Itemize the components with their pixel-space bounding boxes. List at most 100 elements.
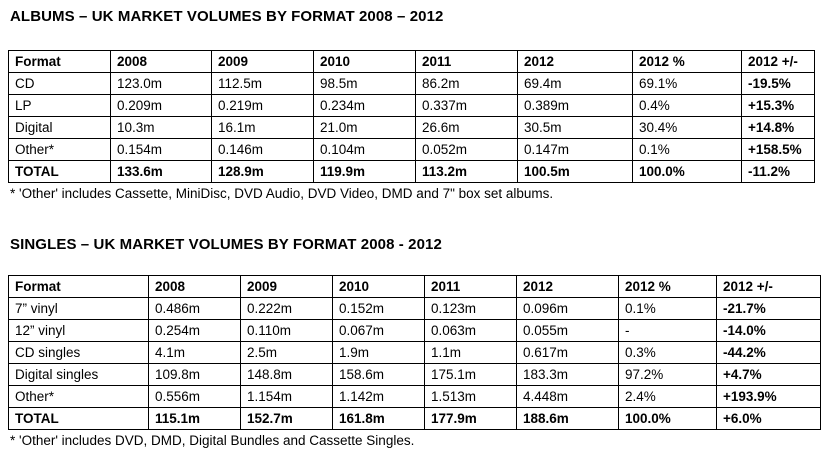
value-cell: 0.209m — [110, 94, 212, 117]
value-cell: 4.448m — [516, 385, 619, 408]
singles-title: SINGLES – UK MARKET VOLUMES BY FORMAT 20… — [10, 236, 442, 253]
value-cell: 0.254m — [148, 319, 241, 342]
format-cell: Digital singles — [8, 363, 149, 386]
value-cell: 86.2m — [415, 72, 518, 95]
column-header: 2010 — [313, 50, 416, 73]
value-cell: 0.617m — [516, 341, 619, 364]
value-cell: 30.5m — [517, 116, 633, 139]
column-header: 2011 — [424, 275, 517, 298]
singles-table: Format 2008 2009 2010 2011 2012 2012 % 2… — [8, 275, 821, 430]
value-cell: 0.222m — [240, 297, 333, 320]
value-cell: 115.1m — [148, 407, 241, 430]
column-header: 2010 — [332, 275, 425, 298]
value-cell: 0.337m — [415, 94, 518, 117]
column-header: 2012 — [516, 275, 619, 298]
share-cell: 100.0% — [618, 407, 717, 430]
value-cell: 109.8m — [148, 363, 241, 386]
change-cell: +6.0% — [716, 407, 821, 430]
value-cell: 0.104m — [313, 138, 416, 161]
value-cell: 119.9m — [313, 160, 416, 183]
albums-footnote: * 'Other' includes Cassette, MiniDisc, D… — [10, 186, 554, 201]
value-cell: 0.096m — [516, 297, 619, 320]
value-cell: 0.152m — [332, 297, 425, 320]
value-cell: 0.219m — [211, 94, 314, 117]
value-cell: 175.1m — [424, 363, 517, 386]
value-cell: 69.4m — [517, 72, 633, 95]
share-cell: 0.1% — [618, 297, 717, 320]
value-cell: 0.147m — [517, 138, 633, 161]
column-header: 2012 +/- — [741, 50, 815, 73]
value-cell: 0.067m — [332, 319, 425, 342]
value-cell: 188.6m — [516, 407, 619, 430]
value-cell: 152.7m — [240, 407, 333, 430]
value-cell: 26.6m — [415, 116, 518, 139]
table-row: LP 0.209m 0.219m 0.234m 0.337m 0.389m 0.… — [8, 94, 815, 117]
table-row: CD singles 4.1m 2.5m 1.9m 1.1m 0.617m 0.… — [8, 341, 821, 364]
value-cell: 1.142m — [332, 385, 425, 408]
value-cell: 0.154m — [110, 138, 212, 161]
value-cell: 0.556m — [148, 385, 241, 408]
format-cell: 12” vinyl — [8, 319, 149, 342]
change-cell: -44.2% — [716, 341, 821, 364]
share-cell: 0.1% — [632, 138, 742, 161]
change-cell: +193.9% — [716, 385, 821, 408]
value-cell: 161.8m — [332, 407, 425, 430]
table-row: Other* 0.154m 0.146m 0.104m 0.052m 0.147… — [8, 138, 815, 161]
share-cell: 0.3% — [618, 341, 717, 364]
column-header: 2008 — [148, 275, 241, 298]
value-cell: 1.1m — [424, 341, 517, 364]
change-cell: +14.8% — [741, 116, 815, 139]
column-header: 2008 — [110, 50, 212, 73]
value-cell: 1.9m — [332, 341, 425, 364]
format-cell: TOTAL — [8, 160, 111, 183]
format-cell: Other* — [8, 385, 149, 408]
value-cell: 177.9m — [424, 407, 517, 430]
value-cell: 1.154m — [240, 385, 333, 408]
value-cell: 0.052m — [415, 138, 518, 161]
column-header: 2012 % — [618, 275, 717, 298]
column-header: 2012 % — [632, 50, 742, 73]
format-cell: CD — [8, 72, 111, 95]
value-cell: 158.6m — [332, 363, 425, 386]
value-cell: 183.3m — [516, 363, 619, 386]
value-cell: 1.513m — [424, 385, 517, 408]
change-cell: +158.5% — [741, 138, 815, 161]
value-cell: 21.0m — [313, 116, 416, 139]
column-header: Format — [8, 50, 111, 73]
share-cell: 30.4% — [632, 116, 742, 139]
share-cell: 100.0% — [632, 160, 742, 183]
value-cell: 133.6m — [110, 160, 212, 183]
change-cell: -21.7% — [716, 297, 821, 320]
value-cell: 2.5m — [240, 341, 333, 364]
value-cell: 0.146m — [211, 138, 314, 161]
singles-header-row: Format 2008 2009 2010 2011 2012 2012 % 2… — [8, 275, 821, 298]
column-header: 2012 +/- — [716, 275, 821, 298]
value-cell: 10.3m — [110, 116, 212, 139]
value-cell: 123.0m — [110, 72, 212, 95]
table-row: 12” vinyl 0.254m 0.110m 0.067m 0.063m 0.… — [8, 319, 821, 342]
albums-table: Format 2008 2009 2010 2011 2012 2012 % 2… — [8, 50, 815, 183]
format-cell: TOTAL — [8, 407, 149, 430]
value-cell: 98.5m — [313, 72, 416, 95]
value-cell: 16.1m — [211, 116, 314, 139]
value-cell: 0.234m — [313, 94, 416, 117]
value-cell: 0.055m — [516, 319, 619, 342]
column-header: 2012 — [517, 50, 633, 73]
format-cell: 7” vinyl — [8, 297, 149, 320]
share-cell: 69.1% — [632, 72, 742, 95]
table-row: CD 123.0m 112.5m 98.5m 86.2m 69.4m 69.1%… — [8, 72, 815, 95]
format-cell: Digital — [8, 116, 111, 139]
table-row: Other* 0.556m 1.154m 1.142m 1.513m 4.448… — [8, 385, 821, 408]
value-cell: 148.8m — [240, 363, 333, 386]
change-cell: -19.5% — [741, 72, 815, 95]
format-cell: CD singles — [8, 341, 149, 364]
share-cell: - — [618, 319, 717, 342]
value-cell: 4.1m — [148, 341, 241, 364]
value-cell: 0.063m — [424, 319, 517, 342]
change-cell: +4.7% — [716, 363, 821, 386]
share-cell: 2.4% — [618, 385, 717, 408]
share-cell: 0.4% — [632, 94, 742, 117]
change-cell: -11.2% — [741, 160, 815, 183]
value-cell: 128.9m — [211, 160, 314, 183]
change-cell: +15.3% — [741, 94, 815, 117]
